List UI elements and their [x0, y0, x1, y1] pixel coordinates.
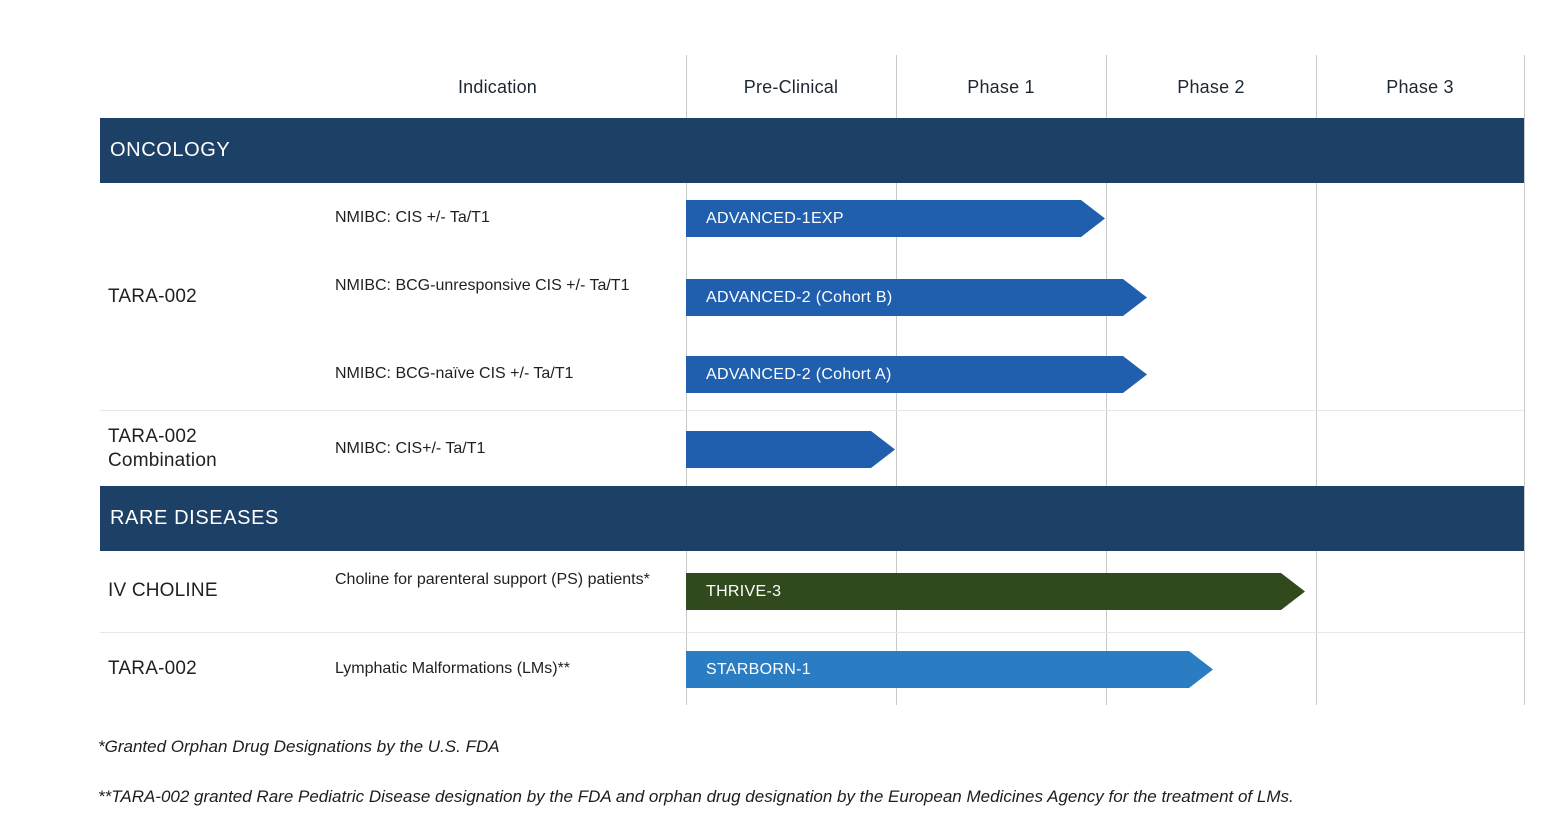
trial-label-thrive-3: THRIVE-3 [706, 582, 782, 600]
column-header-phase1: Phase 1 [967, 77, 1035, 97]
indication-bcg-naive: NMIBC: BCG-naïve CIS +/- Ta/T1 [335, 365, 574, 382]
section-header-rare-diseases: RARE DISEASES [100, 486, 1524, 551]
column-header-phase3: Phase 3 [1386, 77, 1454, 97]
indication-lymphatic-malformations: Lymphatic Malformations (LMs)** [335, 660, 571, 677]
gridline-table-right-edge [1524, 55, 1525, 705]
row-divider-oncology [100, 410, 1524, 411]
program-label-tara-002-combination: TARA-002 Combination [108, 426, 217, 471]
trial-label-advanced-2-cohort-a: ADVANCED-2 (Cohort A) [706, 365, 892, 383]
section-title-oncology: ONCOLOGY [110, 139, 231, 161]
column-header-phase2: Phase 2 [1177, 77, 1245, 97]
trial-arrow-thrive-3: THRIVE-3 [686, 573, 1305, 610]
row-divider-rare [100, 632, 1524, 633]
gridline-phase3-start [1316, 55, 1317, 705]
trial-arrow-combination-unlabeled [686, 431, 895, 468]
footnote-rare-pediatric: **TARA-002 granted Rare Pediatric Diseas… [98, 787, 1294, 806]
indication-combination-nmibc: NMIBC: CIS+/- Ta/T1 [335, 440, 486, 457]
indication-nmibc-cis: NMIBC: CIS +/- Ta/T1 [335, 209, 490, 226]
trial-label-advanced-2-cohort-b: ADVANCED-2 (Cohort B) [706, 288, 893, 306]
program-label-tara-002-oncology: TARA-002 [108, 286, 197, 307]
trial-arrow-advanced-1exp: ADVANCED-1EXP [686, 200, 1105, 237]
trial-label-advanced-1exp: ADVANCED-1EXP [706, 209, 844, 227]
trial-arrow-advanced-2-cohort-b: ADVANCED-2 (Cohort B) [686, 279, 1147, 316]
section-header-oncology: ONCOLOGY [100, 118, 1524, 183]
indication-bcg-unresponsive: NMIBC: BCG-unresponsive CIS +/- Ta/T1 [335, 277, 630, 294]
indication-choline-ps: Choline for parenteral support (PS) pati… [335, 571, 650, 588]
program-label-tara-002-rare: TARA-002 [108, 658, 197, 679]
trial-arrow-starborn-1: STARBORN-1 [686, 651, 1213, 688]
column-header-indication: Indication [457, 77, 538, 97]
section-title-rare-diseases: RARE DISEASES [110, 507, 279, 529]
column-header-preclinical: Pre-Clinical [743, 77, 839, 97]
program-label-iv-choline: IV CHOLINE [108, 580, 218, 601]
footnote-orphan-drug: *Granted Orphan Drug Designations by the… [98, 737, 500, 756]
trial-label-starborn-1: STARBORN-1 [706, 660, 811, 678]
trial-arrow-advanced-2-cohort-a: ADVANCED-2 (Cohort A) [686, 356, 1147, 393]
